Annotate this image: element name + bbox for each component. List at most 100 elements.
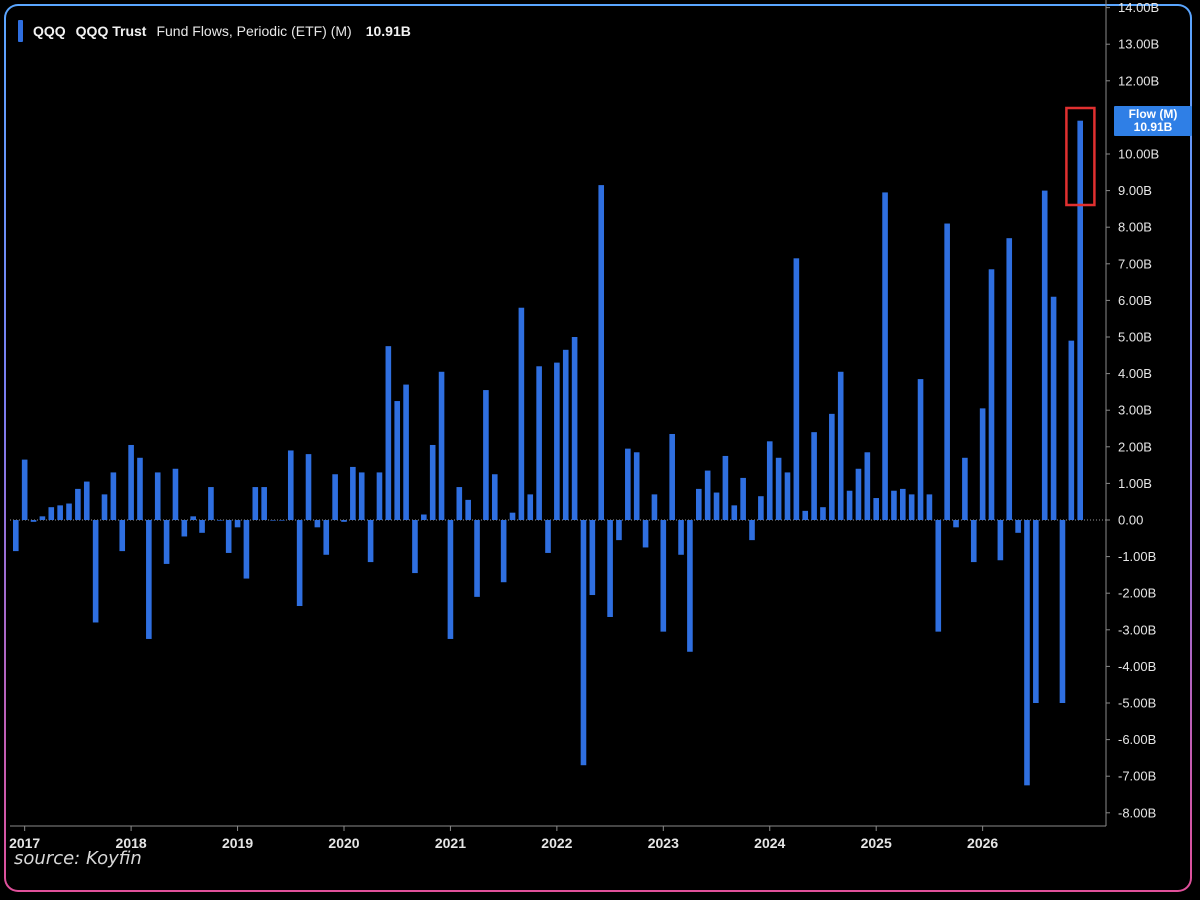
- y-tick-label: -2.00B: [1118, 586, 1156, 601]
- bar: [92, 520, 99, 623]
- bar: [110, 472, 117, 520]
- y-tick-label: 7.00B: [1118, 256, 1152, 271]
- bar: [1006, 238, 1013, 520]
- y-tick-label: -6.00B: [1118, 732, 1156, 747]
- source-note: source: Koyfin: [14, 848, 142, 869]
- bar: [119, 520, 126, 552]
- x-tick-label: 2025: [861, 835, 892, 851]
- x-tick-label: 2026: [967, 835, 998, 851]
- bar: [1068, 340, 1075, 520]
- bar: [793, 258, 800, 520]
- last-value-tag: [1114, 106, 1192, 136]
- bar: [21, 459, 28, 520]
- last-value-tag-value: 10.91B: [1134, 120, 1173, 134]
- bar: [811, 432, 817, 520]
- bar: [846, 490, 853, 520]
- y-tick-label: 10.00B: [1118, 147, 1159, 162]
- y-tick-label: 5.00B: [1118, 330, 1152, 345]
- bar: [864, 452, 871, 520]
- x-tick-label: 2020: [328, 835, 359, 851]
- bar: [75, 488, 81, 520]
- bar: [101, 494, 108, 520]
- bar: [749, 520, 755, 541]
- bar: [217, 520, 223, 521]
- bar: [642, 520, 649, 548]
- y-tick-label: 13.00B: [1118, 37, 1159, 52]
- y-tick-label: -8.00B: [1118, 805, 1156, 820]
- bar: [243, 520, 250, 579]
- chart-legend: QQQ QQQ Trust Fund Flows, Periodic (ETF)…: [18, 20, 411, 42]
- highlight-box: [1065, 106, 1096, 207]
- bar: [83, 481, 90, 520]
- bar: [882, 192, 888, 520]
- y-tick-label: 3.00B: [1118, 403, 1152, 418]
- bar: [509, 512, 516, 520]
- bar: [181, 520, 188, 537]
- bar: [527, 494, 534, 520]
- bar: [456, 487, 463, 520]
- y-tick-label: 2.00B: [1118, 439, 1152, 454]
- bar: [935, 520, 942, 632]
- bar: [651, 494, 658, 520]
- x-tick-label: 2021: [435, 835, 466, 851]
- bar: [465, 499, 471, 520]
- bar: [1033, 520, 1039, 703]
- y-tick-label: -1.00B: [1118, 549, 1156, 564]
- bar: [545, 520, 551, 553]
- bar: [589, 520, 596, 596]
- bar: [1024, 520, 1030, 786]
- y-tick-label: 1.00B: [1118, 476, 1152, 491]
- bar: [979, 408, 986, 520]
- bar: [261, 487, 267, 520]
- bar: [279, 520, 285, 521]
- legend-fund-name: QQQ Trust: [75, 23, 147, 39]
- bar: [438, 371, 445, 520]
- bar: [598, 185, 605, 521]
- legend-last-value: 10.91B: [365, 23, 411, 39]
- bar: [483, 390, 489, 520]
- bar: [669, 433, 675, 520]
- x-tick-label: 2017: [9, 835, 40, 851]
- bar: [775, 457, 782, 520]
- bar: [1059, 520, 1066, 703]
- bar: [252, 487, 259, 520]
- x-tick-label: 2022: [541, 835, 572, 851]
- y-tick-label: -7.00B: [1118, 769, 1156, 784]
- bar: [766, 441, 773, 520]
- bar: [172, 468, 179, 520]
- bar: [447, 520, 454, 639]
- bar: [287, 450, 294, 520]
- bar: [394, 401, 401, 520]
- bar: [722, 455, 729, 520]
- bar: [385, 346, 392, 520]
- bar: [1041, 190, 1048, 520]
- y-tick-label: 4.00B: [1118, 366, 1152, 381]
- bar: [917, 379, 924, 520]
- bar: [403, 384, 409, 520]
- bar: [305, 454, 312, 520]
- y-tick-label: 8.00B: [1118, 220, 1152, 235]
- bar: [1015, 520, 1021, 533]
- bar: [962, 457, 968, 520]
- series-swatch: [18, 20, 23, 42]
- bar: [128, 444, 134, 520]
- bar: [536, 366, 542, 520]
- y-tick-label: -5.00B: [1118, 696, 1156, 711]
- bar: [323, 520, 330, 555]
- bar: [829, 413, 835, 520]
- bar: [820, 507, 826, 520]
- bar: [270, 520, 276, 521]
- bar: [607, 520, 613, 617]
- y-tick-label: 14.00B: [1118, 0, 1159, 15]
- bar: [154, 472, 161, 520]
- bar: [30, 520, 37, 522]
- bar: [199, 520, 205, 533]
- bar: [1050, 296, 1057, 520]
- bar: [970, 520, 977, 563]
- bar: [988, 269, 995, 520]
- y-tick-label: -3.00B: [1118, 622, 1156, 637]
- bar: [314, 520, 321, 528]
- bar: [625, 448, 631, 520]
- bar: [802, 510, 809, 520]
